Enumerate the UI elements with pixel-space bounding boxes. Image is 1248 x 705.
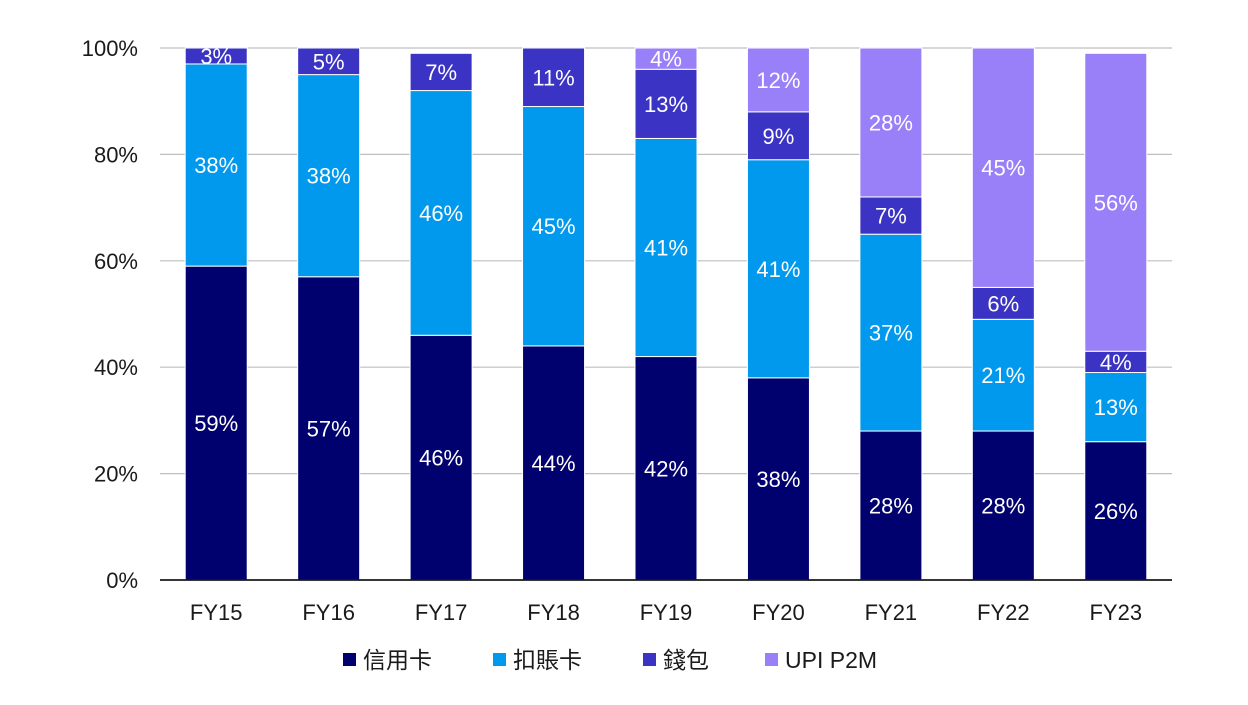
- bar-segment: [859, 233, 923, 432]
- bar-segment: [409, 52, 473, 92]
- data-label: 13%: [644, 92, 688, 117]
- x-category-label: FY20: [752, 600, 805, 625]
- bar-segment: [859, 47, 923, 198]
- data-label: 28%: [869, 494, 913, 519]
- x-category-label: FY19: [640, 600, 693, 625]
- data-label: 41%: [756, 257, 800, 282]
- x-category-label: FY15: [190, 600, 243, 625]
- bar-segment: [297, 276, 361, 581]
- data-label: 45%: [981, 156, 1025, 181]
- legend-label: 錢包: [663, 647, 709, 673]
- data-label: 4%: [650, 47, 682, 72]
- data-label: 28%: [869, 110, 913, 135]
- bar-segment: [634, 47, 698, 70]
- bar-segment: [971, 430, 1035, 581]
- data-label: 45%: [532, 214, 576, 239]
- bar-segment: [1084, 441, 1148, 581]
- x-category-label: FY23: [1089, 600, 1142, 625]
- data-label: 13%: [1094, 395, 1138, 420]
- data-label: 46%: [419, 201, 463, 226]
- data-label: 21%: [981, 363, 1025, 388]
- data-label: 59%: [194, 411, 238, 436]
- data-label: 12%: [756, 68, 800, 93]
- legend-label: 扣賬卡: [513, 647, 582, 673]
- x-category-label: FY21: [865, 600, 918, 625]
- data-label: 46%: [419, 446, 463, 471]
- y-tick-label: 80%: [94, 142, 138, 167]
- data-label: 7%: [875, 204, 907, 229]
- x-category-label: FY16: [302, 600, 355, 625]
- data-label: 28%: [981, 494, 1025, 519]
- bar-segment: [859, 430, 923, 581]
- bar-segment: [971, 318, 1035, 432]
- data-label: 38%: [756, 467, 800, 492]
- bar-segment: [184, 265, 248, 581]
- data-label: 3%: [200, 44, 232, 69]
- legend-label: 信用卡: [363, 647, 432, 673]
- data-label: 4%: [1100, 350, 1132, 375]
- data-label: 57%: [307, 416, 351, 441]
- bar-segment: [184, 63, 248, 267]
- bar-segment: [1084, 372, 1148, 443]
- data-label: 38%: [307, 164, 351, 189]
- x-axis: FY15 FY16 FY17 FY18 FY19 FY20 FY21 FY22 FY23: [160, 579, 1172, 625]
- y-tick-label: 20%: [94, 462, 138, 487]
- bar-segment: [634, 137, 698, 358]
- bar-segment: [184, 47, 248, 65]
- data-label: 42%: [644, 456, 688, 481]
- legend: 信用卡 扣賬卡 錢包 UPI P2M: [343, 647, 877, 673]
- data-label: 5%: [313, 49, 345, 74]
- data-label: 37%: [869, 321, 913, 346]
- data-label: 9%: [763, 124, 795, 149]
- bar-segment: [971, 47, 1035, 288]
- bar-segment: [297, 74, 361, 278]
- bar-segment: [746, 377, 810, 581]
- legend-swatch: [643, 653, 656, 666]
- data-label: 41%: [644, 236, 688, 261]
- legend-label: UPI P2M: [785, 647, 877, 673]
- y-tick-label: 60%: [94, 249, 138, 274]
- y-tick-label: 100%: [82, 36, 138, 61]
- bar-segment: [522, 47, 586, 108]
- data-label: 56%: [1094, 190, 1138, 215]
- bar-segment: [297, 47, 361, 76]
- bar-segment: [746, 47, 810, 113]
- data-label: 11%: [532, 65, 574, 90]
- data-label: 26%: [1094, 499, 1138, 524]
- bar-segment: [634, 356, 698, 581]
- x-category-label: FY18: [527, 600, 580, 625]
- x-category-label: FY17: [415, 600, 468, 625]
- legend-swatch: [343, 653, 356, 666]
- data-label: 38%: [194, 153, 238, 178]
- bar-segment: [522, 106, 586, 347]
- data-labels: 59% 38% 3% 57% 38% 5% 46% 46% 7% 44% 45% 11% 42% 41% 1…: [194, 44, 1138, 524]
- data-label: 7%: [425, 60, 457, 85]
- y-tick-label: 0%: [106, 568, 138, 593]
- bars: [184, 47, 1148, 581]
- bar-segment: [1084, 52, 1148, 352]
- legend-swatch: [765, 653, 778, 666]
- legend-swatch: [493, 653, 506, 666]
- y-axis: 0% 20% 40% 60% 80% 100%: [82, 36, 138, 593]
- x-category-label: FY22: [977, 600, 1030, 625]
- data-label: 44%: [532, 451, 576, 476]
- bar-segment: [971, 286, 1035, 320]
- bar-segment: [746, 159, 810, 379]
- data-label: 6%: [987, 291, 1019, 316]
- y-tick-label: 40%: [94, 355, 138, 380]
